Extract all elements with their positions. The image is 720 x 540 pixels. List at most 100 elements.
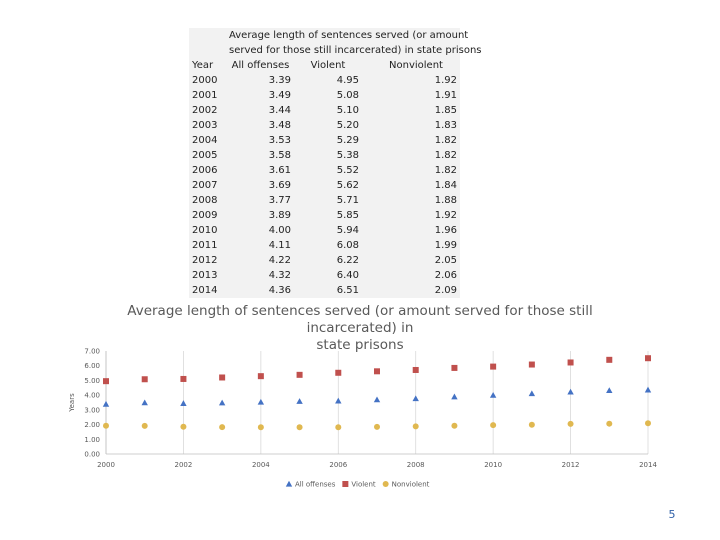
nonviolent-point xyxy=(257,424,264,431)
all-offenses-point xyxy=(141,399,148,406)
y-tick-label: 2.00 xyxy=(84,421,100,429)
violent-point xyxy=(645,355,651,362)
year-cell: 2011 xyxy=(192,240,218,251)
nonviolent-point xyxy=(219,424,226,431)
nonviolent-cell: 1.92 xyxy=(434,210,458,221)
nonviolent-cell: 1.92 xyxy=(434,75,458,86)
nonviolent-legend-marker xyxy=(382,481,389,487)
all-offenses-cell: 3.69 xyxy=(268,180,291,191)
all-offenses-point xyxy=(218,399,226,406)
all-offenses-header: All offenses xyxy=(231,60,290,71)
table-header-row: Year All offenses Violent Nonviolent xyxy=(189,58,460,73)
nonviolent-cell: 1.82 xyxy=(434,135,458,146)
table-row: 2000 3.39 4.95 1.92 xyxy=(189,73,460,88)
year-cell: 2002 xyxy=(192,105,218,116)
chart-title-line1: Average length of sentences served (or a… xyxy=(127,303,593,336)
violent-cell: 5.94 xyxy=(336,225,359,236)
violent-cell: 5.38 xyxy=(336,150,359,161)
all-offenses-cell: 3.89 xyxy=(268,210,291,221)
nonviolent-cell: 2.09 xyxy=(434,285,458,296)
table-title-line2: served for those still incarcerated) in … xyxy=(229,45,482,56)
all-offenses-legend-label: All offenses xyxy=(295,481,336,489)
violent-cell: 6.51 xyxy=(336,285,359,296)
violent-cell: 5.10 xyxy=(336,105,359,116)
all-offenses-cell: 3.44 xyxy=(268,105,291,116)
all-offenses-point xyxy=(567,388,574,395)
y-axis-title: Years xyxy=(68,393,76,413)
nonviolent-cell: 2.05 xyxy=(434,255,458,266)
year-cell: 2005 xyxy=(192,150,218,161)
nonviolent-point xyxy=(606,420,613,427)
violent-cell: 5.20 xyxy=(336,120,359,131)
table-title-row: served for those still incarcerated) in … xyxy=(189,43,482,58)
nonviolent-cell: 1.99 xyxy=(434,240,458,251)
y-tick-label: 6.00 xyxy=(84,362,100,370)
nonviolent-point xyxy=(412,423,419,430)
year-cell: 2006 xyxy=(192,165,218,176)
nonviolent-point xyxy=(567,420,574,427)
nonviolent-cell: 1.96 xyxy=(434,225,458,236)
nonviolent-point xyxy=(490,422,497,429)
table-row: 2004 3.53 5.29 1.82 xyxy=(189,133,460,148)
nonviolent-point xyxy=(645,420,651,427)
year-cell: 2007 xyxy=(192,180,218,191)
all-offenses-cell: 3.77 xyxy=(268,195,291,206)
x-tick-label: 2014 xyxy=(639,461,657,469)
table-title-row: Average length of sentences served (or a… xyxy=(189,28,469,43)
table-title-line1: Average length of sentences served (or a… xyxy=(229,30,469,41)
violent-point xyxy=(374,368,380,375)
all-offenses-point xyxy=(489,391,497,398)
violent-point xyxy=(567,359,574,366)
table-row: 2009 3.89 5.85 1.92 xyxy=(189,208,460,223)
year-header: Year xyxy=(192,60,214,71)
violent-point xyxy=(219,374,226,381)
nonviolent-cell: 1.85 xyxy=(434,105,458,116)
table-row: 2003 3.48 5.20 1.83 xyxy=(189,118,460,133)
all-offenses-cell: 3.58 xyxy=(268,150,291,161)
all-offenses-legend-marker xyxy=(285,480,293,487)
all-offenses-point xyxy=(257,398,265,405)
nonviolent-cell: 1.83 xyxy=(434,120,458,131)
all-offenses-point xyxy=(644,386,652,393)
all-offenses-cell: 4.22 xyxy=(268,255,291,266)
all-offenses-cell: 4.36 xyxy=(268,285,291,296)
x-tick-label: 2002 xyxy=(175,461,193,469)
nonviolent-point xyxy=(335,424,342,431)
all-offenses-cell: 4.32 xyxy=(268,270,291,281)
table-row: 2006 3.61 5.52 1.82 xyxy=(189,163,460,178)
nonviolent-point xyxy=(374,423,380,430)
chart-title-line2: state prisons xyxy=(316,337,404,353)
violent-point xyxy=(490,363,497,370)
year-cell: 2008 xyxy=(192,195,218,206)
year-cell: 2003 xyxy=(192,120,218,131)
year-cell: 2013 xyxy=(192,270,218,281)
x-tick-label: 2008 xyxy=(407,461,425,469)
table-row: 2011 4.11 6.08 1.99 xyxy=(189,238,460,253)
nonviolent-point xyxy=(180,423,187,430)
table-row: 2008 3.77 5.71 1.88 xyxy=(189,193,460,208)
violent-legend-label: Violent xyxy=(351,481,376,489)
all-offenses-cell: 3.49 xyxy=(268,90,291,101)
x-tick-label: 2000 xyxy=(97,461,115,469)
year-cell: 2010 xyxy=(192,225,218,236)
violent-point xyxy=(412,366,419,373)
violent-header: Violent xyxy=(310,60,346,71)
y-tick-label: 3.00 xyxy=(84,406,100,414)
all-offenses-cell: 3.48 xyxy=(268,120,291,131)
year-cell: 2012 xyxy=(192,255,218,266)
nonviolent-cell: 1.84 xyxy=(434,180,458,191)
page-number: 5 xyxy=(668,508,676,521)
y-tick-label: 0.00 xyxy=(84,451,100,459)
table-row: 2010 4.00 5.94 1.96 xyxy=(189,223,460,238)
all-offenses-point xyxy=(296,398,303,404)
violent-cell: 5.71 xyxy=(336,195,359,206)
y-tick-label: 1.00 xyxy=(84,436,100,444)
year-cell: 2000 xyxy=(192,75,218,86)
all-offenses-point xyxy=(335,397,342,404)
year-cell: 2001 xyxy=(192,90,218,101)
violent-point xyxy=(451,364,458,371)
violent-cell: 5.52 xyxy=(336,165,359,176)
x-tick-label: 2004 xyxy=(252,461,270,469)
violent-point xyxy=(257,373,264,380)
